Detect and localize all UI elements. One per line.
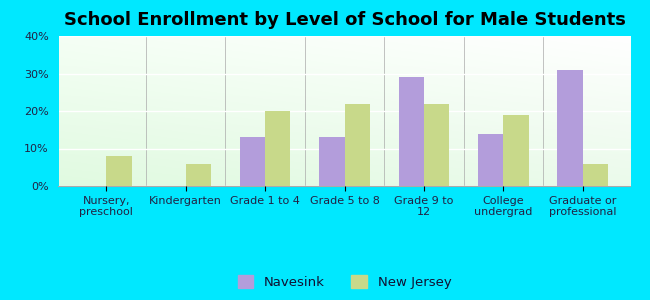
- Bar: [106, 156, 131, 186]
- Bar: [398, 77, 424, 186]
- Bar: [558, 70, 583, 186]
- Bar: [503, 115, 529, 186]
- Bar: [186, 164, 211, 186]
- Bar: [583, 164, 608, 186]
- Bar: [240, 137, 265, 186]
- Bar: [424, 103, 449, 186]
- Bar: [265, 111, 291, 186]
- Legend: Navesink, New Jersey: Navesink, New Jersey: [238, 275, 451, 289]
- Bar: [478, 134, 503, 186]
- Title: School Enrollment by Level of School for Male Students: School Enrollment by Level of School for…: [64, 11, 625, 29]
- Bar: [319, 137, 344, 186]
- Bar: [344, 103, 370, 186]
